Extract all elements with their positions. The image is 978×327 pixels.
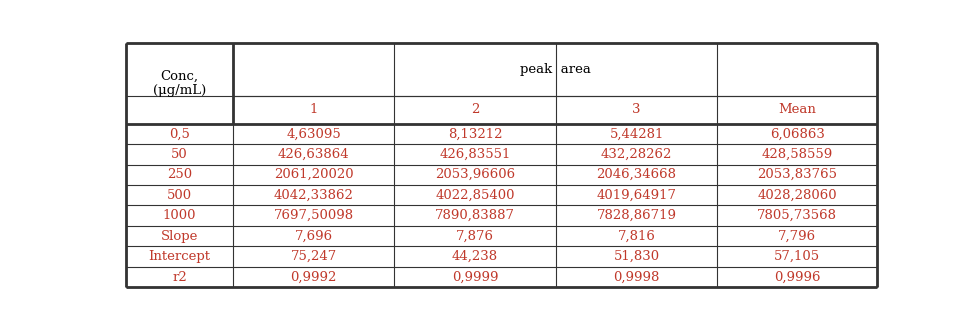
Bar [394, 205, 556, 226]
Text: 426,83551: 426,83551 [439, 148, 511, 161]
Text: 2053,83765: 2053,83765 [757, 168, 836, 181]
Bar [394, 124, 556, 144]
Bar [717, 246, 876, 267]
Text: 2061,20020: 2061,20020 [274, 168, 353, 181]
Text: 7890,83887: 7890,83887 [434, 209, 514, 222]
Bar [717, 185, 876, 205]
Text: 75,247: 75,247 [290, 250, 336, 263]
Bar [233, 267, 394, 287]
Text: r2: r2 [172, 270, 187, 284]
Bar [233, 246, 394, 267]
Text: 426,63864: 426,63864 [278, 148, 349, 161]
Bar [394, 226, 556, 246]
Text: 5,44281: 5,44281 [608, 127, 663, 140]
Text: peak  area: peak area [519, 63, 590, 76]
Text: 2: 2 [470, 103, 479, 116]
Text: 7697,50098: 7697,50098 [273, 209, 353, 222]
Bar [126, 124, 233, 144]
Text: 250: 250 [167, 168, 192, 181]
Bar [556, 144, 717, 164]
Text: 428,58559: 428,58559 [761, 148, 832, 161]
Bar [394, 185, 556, 205]
Bar [126, 267, 233, 287]
Bar [556, 124, 717, 144]
Bar [717, 144, 876, 164]
Bar [394, 144, 556, 164]
Bar [556, 185, 717, 205]
Text: 7,816: 7,816 [617, 230, 655, 243]
Text: 432,28262: 432,28262 [600, 148, 672, 161]
Text: 50: 50 [171, 148, 188, 161]
Bar [556, 267, 717, 287]
Text: 7,696: 7,696 [294, 230, 333, 243]
Bar [717, 205, 876, 226]
Text: 3: 3 [632, 103, 641, 116]
Bar [717, 164, 876, 185]
Text: Slope: Slope [160, 230, 198, 243]
Text: 500: 500 [167, 189, 192, 202]
Bar [126, 246, 233, 267]
Text: 0,9996: 0,9996 [774, 270, 820, 284]
Text: 1000: 1000 [162, 209, 196, 222]
Text: 7,796: 7,796 [778, 230, 816, 243]
Text: 4042,33862: 4042,33862 [274, 189, 353, 202]
Bar [126, 144, 233, 164]
Bar [556, 226, 717, 246]
Text: 4,63095: 4,63095 [286, 127, 340, 140]
Text: 51,830: 51,830 [613, 250, 659, 263]
Bar [556, 164, 717, 185]
Text: 8,13212: 8,13212 [447, 127, 502, 140]
Text: Mean: Mean [778, 103, 816, 116]
Text: 4019,64917: 4019,64917 [596, 189, 676, 202]
Text: Intercept: Intercept [149, 250, 210, 263]
Text: 7,876: 7,876 [456, 230, 494, 243]
Bar [233, 144, 394, 164]
Bar [717, 267, 876, 287]
Bar [233, 205, 394, 226]
Text: 4028,28060: 4028,28060 [757, 189, 836, 202]
Bar [556, 205, 717, 226]
Bar [394, 164, 556, 185]
Text: 0,9998: 0,9998 [613, 270, 659, 284]
Bar [233, 164, 394, 185]
Text: 6,06863: 6,06863 [769, 127, 823, 140]
Text: 2046,34668: 2046,34668 [596, 168, 676, 181]
Text: 44,238: 44,238 [452, 250, 498, 263]
Bar [394, 246, 556, 267]
Bar [556, 246, 717, 267]
Text: 1: 1 [309, 103, 318, 116]
Bar [394, 267, 556, 287]
Text: 0,9999: 0,9999 [452, 270, 498, 284]
Text: 57,105: 57,105 [774, 250, 820, 263]
Bar [126, 164, 233, 185]
Text: 2053,96606: 2053,96606 [434, 168, 514, 181]
Bar [233, 185, 394, 205]
Text: 0,9992: 0,9992 [290, 270, 336, 284]
Bar [126, 205, 233, 226]
Bar [717, 226, 876, 246]
Bar [233, 226, 394, 246]
Bar [233, 124, 394, 144]
Bar [126, 226, 233, 246]
Text: 7805,73568: 7805,73568 [757, 209, 836, 222]
Text: 4022,85400: 4022,85400 [435, 189, 514, 202]
Bar [126, 185, 233, 205]
Text: 7828,86719: 7828,86719 [596, 209, 676, 222]
Text: 0,5: 0,5 [169, 127, 190, 140]
Text: Conc,
(μg/mL): Conc, (μg/mL) [153, 69, 206, 97]
Bar [717, 124, 876, 144]
